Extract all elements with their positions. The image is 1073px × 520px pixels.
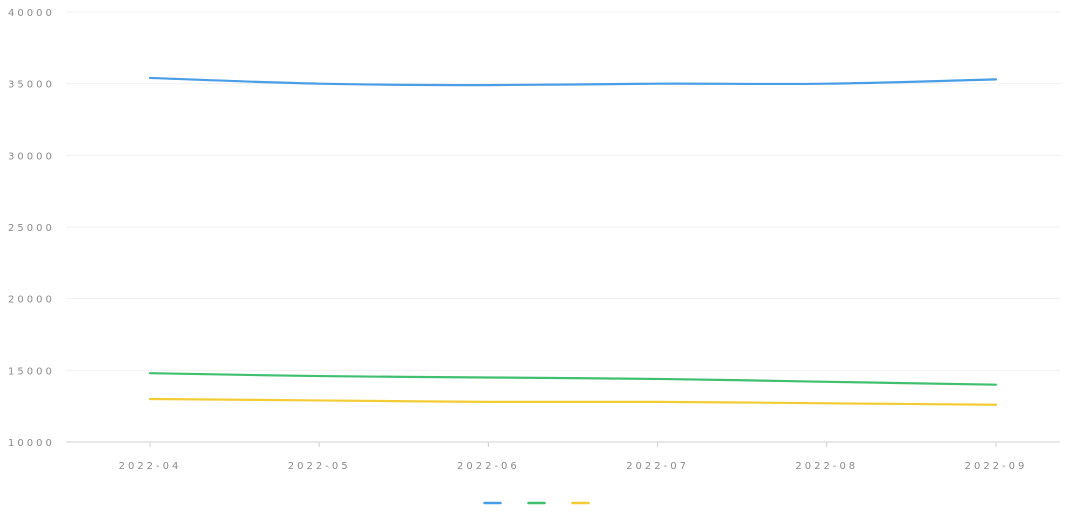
gridlines — [66, 11, 1060, 371]
y-tick-label: 20000 — [8, 295, 55, 306]
y-tick-label: 25000 — [8, 223, 55, 234]
y-tick-label: 10000 — [8, 438, 55, 449]
y-tick-label: 35000 — [8, 80, 55, 91]
series-line-2[interactable] — [148, 372, 998, 386]
x-tick-label: 2022-09 — [965, 461, 1028, 472]
x-tick-label: 2022-08 — [795, 461, 858, 472]
y-tick-label: 30000 — [8, 151, 55, 162]
x-tick-label: 2022-06 — [457, 461, 520, 472]
axes: 40000 35000 30000 25000 20000 15000 10000 2022-… — [8, 8, 1060, 472]
y-tick-label: 15000 — [8, 366, 55, 377]
y-tick-label: 40000 — [8, 8, 55, 19]
x-tick-label: 2022-07 — [626, 461, 689, 472]
x-tick-label: 2022-05 — [288, 461, 351, 472]
x-tick-label: 2022-04 — [119, 461, 182, 472]
series-lines — [148, 76, 998, 406]
series-line-3[interactable] — [148, 397, 998, 406]
series-line-1[interactable] — [148, 76, 998, 87]
